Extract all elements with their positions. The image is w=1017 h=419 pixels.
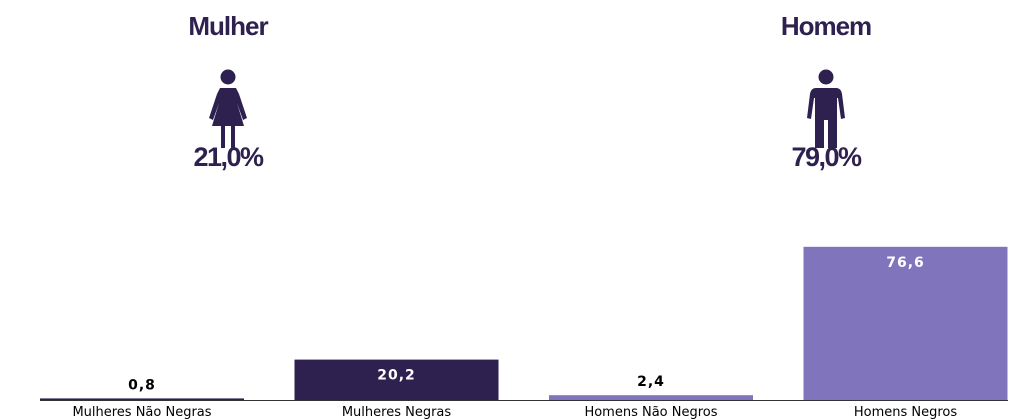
bar-1 (294, 359, 499, 400)
bar-2 (549, 395, 753, 400)
x-tick-label: Homens Não Negros (584, 405, 717, 419)
bar-value-label: 20,2 (377, 368, 416, 384)
female-person-icon (118, 68, 338, 150)
x-tick-label: Homens Negros (854, 405, 958, 419)
x-tick-label: Mulheres Negras (342, 405, 452, 419)
bar-value-label: 0,8 (128, 377, 156, 393)
bar-value-label: 2,4 (637, 374, 665, 390)
x-tick-label: Mulheres Não Negras (72, 405, 211, 419)
female-percent: 21,0% (193, 142, 264, 172)
female-summary: Mulher 21,0% (118, 8, 338, 172)
male-summary: Homem 79,0% (716, 8, 936, 172)
female-title: Mulher (188, 11, 268, 41)
labels-layer: 0,8 Mulheres Não Negras 20,2 Mulheres Negra… (72, 255, 957, 419)
male-percent: 79,0% (791, 142, 862, 172)
bar-0 (40, 398, 244, 400)
bar-3 (803, 246, 1008, 400)
bar-value-label: 76,6 (886, 255, 925, 271)
bars-layer (40, 246, 1008, 400)
male-title: Homem (780, 11, 872, 41)
male-person-icon (716, 68, 936, 150)
